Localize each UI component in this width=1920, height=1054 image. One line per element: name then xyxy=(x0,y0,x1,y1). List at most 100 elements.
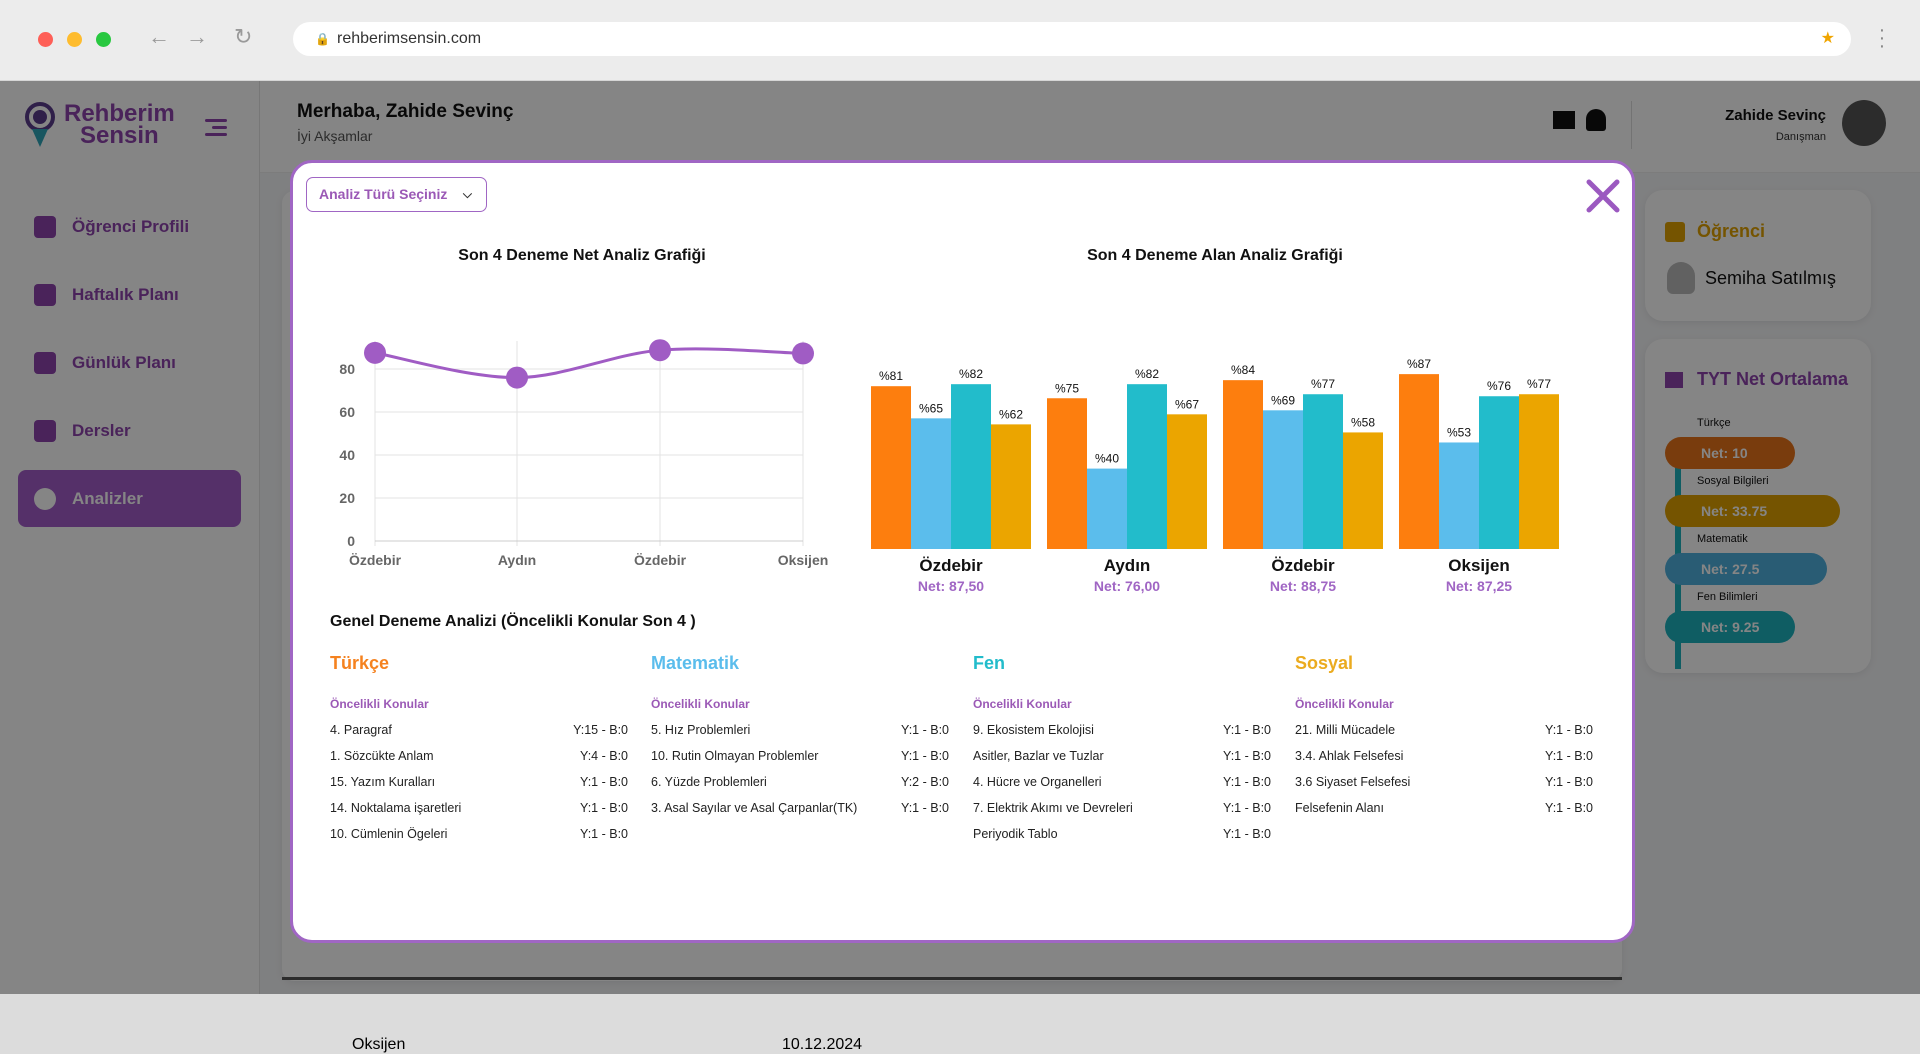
bell-icon[interactable] xyxy=(1586,109,1606,131)
data-point xyxy=(506,366,528,389)
topic-score: Y:1 - B:0 xyxy=(1545,723,1593,737)
bar-chart-title: Son 4 Deneme Alan Analiz Grafiği xyxy=(1087,247,1343,264)
topic-name: 4. Hücre ve Organelleri xyxy=(973,775,1102,789)
greeting: Merhaba, Zahide Sevinç xyxy=(297,101,514,122)
menu-toggle-icon[interactable] xyxy=(205,115,227,140)
topic-row: 3. Asal Sayılar ve Asal Çarpanlar(TK) Y:1… xyxy=(651,801,949,827)
dropdown-label: Analiz Türü Seçiniz xyxy=(319,186,448,202)
address-bar[interactable]: 🔒 rehberimsensin.com ★ xyxy=(293,22,1851,56)
net-label: Net: 88,75 xyxy=(1270,578,1336,594)
topic-row: 9. Ekosistem Ekolojisi Y:1 - B:0 xyxy=(973,723,1271,749)
forward-icon[interactable]: → xyxy=(186,24,208,49)
student-card: Öğrenci Semiha Satılmış xyxy=(1645,190,1871,321)
browser-menu-icon[interactable]: · · · xyxy=(1878,19,1886,57)
subject-column: Sosyal Öncelikli Konular 21. Milli Mücadel… xyxy=(1295,653,1593,827)
close-icon[interactable] xyxy=(1586,179,1620,213)
bar xyxy=(1223,380,1263,549)
category-label: Özdebir xyxy=(919,556,983,575)
bar-value-label: %65 xyxy=(919,401,943,415)
sidebar-item-label: Haftalık Planı xyxy=(72,284,179,304)
topic-row: 15. Yazım Kuralları Y:1 - B:0 xyxy=(330,775,628,801)
topic-score: Y:1 - B:0 xyxy=(1545,749,1593,763)
bar xyxy=(1303,394,1343,549)
topic-name: 15. Yazım Kuralları xyxy=(330,775,436,789)
subject-column: Matematik Öncelikli Konular 5. Hız Problem… xyxy=(651,653,949,827)
net-subject-label: Fen Bilimleri xyxy=(1697,591,1758,603)
topic-name: 4. Paragraf xyxy=(330,723,392,737)
topic-row: Periyodik Tablo Y:1 - B:0 xyxy=(973,827,1271,853)
y-tick-label: 40 xyxy=(339,447,355,463)
user-role: Danışman xyxy=(1775,131,1826,143)
bar-value-label: %53 xyxy=(1447,425,1471,439)
sidebar-item-analizler[interactable]: Analizler xyxy=(18,470,241,527)
topic-row: 1. Sözcükte Anlam Y:4 - B:0 xyxy=(330,749,628,775)
bar xyxy=(1399,374,1439,549)
bar-value-label: %67 xyxy=(1175,397,1199,411)
logo-pin-icon xyxy=(25,102,55,147)
greeting-subtitle: İyi Akşamlar xyxy=(297,128,373,144)
topic-score: Y:15 - B:0 xyxy=(573,723,628,737)
topic-score: Y:2 - B:0 xyxy=(901,775,949,789)
sidebar-item-ogrenci-profili[interactable]: Öğrenci Profili xyxy=(18,198,241,255)
topic-score: Y:1 - B:0 xyxy=(1223,723,1271,737)
data-point xyxy=(364,341,386,364)
analysis-type-dropdown[interactable]: Analiz Türü Seçiniz ⌵ xyxy=(306,177,487,212)
user-avatar[interactable] xyxy=(1842,100,1886,146)
mail-icon[interactable] xyxy=(1553,111,1575,129)
bar-value-label: %69 xyxy=(1271,393,1295,407)
sidebar-item-dersler[interactable]: Dersler xyxy=(18,402,241,459)
minimize-window-icon[interactable] xyxy=(67,32,82,47)
maximize-window-icon[interactable] xyxy=(96,32,111,47)
net-subject-label: Sosyal Bilgileri xyxy=(1697,475,1769,487)
topic-row: 6. Yüzde Problemleri Y:2 - B:0 xyxy=(651,775,949,801)
topic-score: Y:1 - B:0 xyxy=(580,801,628,815)
sidebar-item-label: Dersler xyxy=(72,420,131,440)
net-label: Net: 87,50 xyxy=(918,578,984,594)
topic-score: Y:1 - B:0 xyxy=(1545,801,1593,815)
bar-chart-icon xyxy=(1665,372,1683,388)
bar xyxy=(1127,384,1167,549)
user-placeholder-icon xyxy=(1667,262,1695,294)
topic-name: 14. Noktalama işaretleri xyxy=(330,801,462,815)
subject-column: Fen Öncelikli Konular 9. Ekosistem Ekoloji… xyxy=(973,653,1271,853)
x-tick-label: Özdebir xyxy=(634,552,687,568)
topic-score: Y:1 - B:0 xyxy=(1223,827,1271,841)
topic-row: 10. Cümlenin Ögeleri Y:1 - B:0 xyxy=(330,827,628,853)
sidebar-item-label: Günlük Planı xyxy=(72,352,176,372)
sidebar-item-haftalik-plani[interactable]: Haftalık Planı xyxy=(18,266,241,323)
topic-row: 21. Milli Mücadele Y:1 - B:0 xyxy=(1295,723,1593,749)
reload-icon[interactable]: ↻ xyxy=(234,24,253,49)
bookmark-star-icon[interactable]: ★ xyxy=(1820,30,1835,47)
bar xyxy=(1343,432,1383,549)
calendar-check-icon xyxy=(34,283,56,306)
topic-name: 3. Asal Sayılar ve Asal Çarpanlar(TK) xyxy=(651,801,858,815)
net-value-pill: Net: 10 xyxy=(1665,437,1795,469)
topic-name: 9. Ekosistem Ekolojisi xyxy=(973,723,1094,737)
topic-row: 4. Hücre ve Organelleri Y:1 - B:0 xyxy=(973,775,1271,801)
series-line xyxy=(374,347,804,380)
topic-score: Y:4 - B:0 xyxy=(580,749,628,763)
net-average-title: TYT Net Ortalama xyxy=(1697,369,1849,389)
bar xyxy=(871,386,911,549)
y-tick-label: 20 xyxy=(339,490,355,506)
sidebar-item-gunluk-plani[interactable]: Günlük Planı xyxy=(18,334,241,391)
bg-exam-date: 10.12.2024 xyxy=(782,1036,863,1053)
general-analysis-title: Genel Deneme Analizi (Öncelikli Konular … xyxy=(330,613,696,630)
user-name: Zahide Sevinç xyxy=(1725,107,1826,124)
bar xyxy=(1439,442,1479,549)
pie-chart-icon xyxy=(34,487,56,510)
topic-score: Y:1 - B:0 xyxy=(901,801,949,815)
bar xyxy=(911,418,951,549)
subject-heading: Matematik xyxy=(651,653,740,673)
topic-name: 3.4. Ahlak Felsefesi xyxy=(1295,749,1404,763)
books-icon xyxy=(34,419,56,442)
bar xyxy=(1087,468,1127,549)
close-window-icon[interactable] xyxy=(38,32,53,47)
topic-name: 10. Rutin Olmayan Problemler xyxy=(651,749,819,763)
logo[interactable]: Rehberim Sensin xyxy=(24,101,175,149)
bar xyxy=(951,384,991,549)
topic-score: Y:1 - B:0 xyxy=(1545,775,1593,789)
area-bar-chart: %81 %65 %82 %62 Özdebir Net: 87,50 %75 %40 %82 %6… xyxy=(871,357,1559,594)
bar-value-label: %87 xyxy=(1407,357,1431,371)
back-icon[interactable]: ← xyxy=(148,24,170,49)
